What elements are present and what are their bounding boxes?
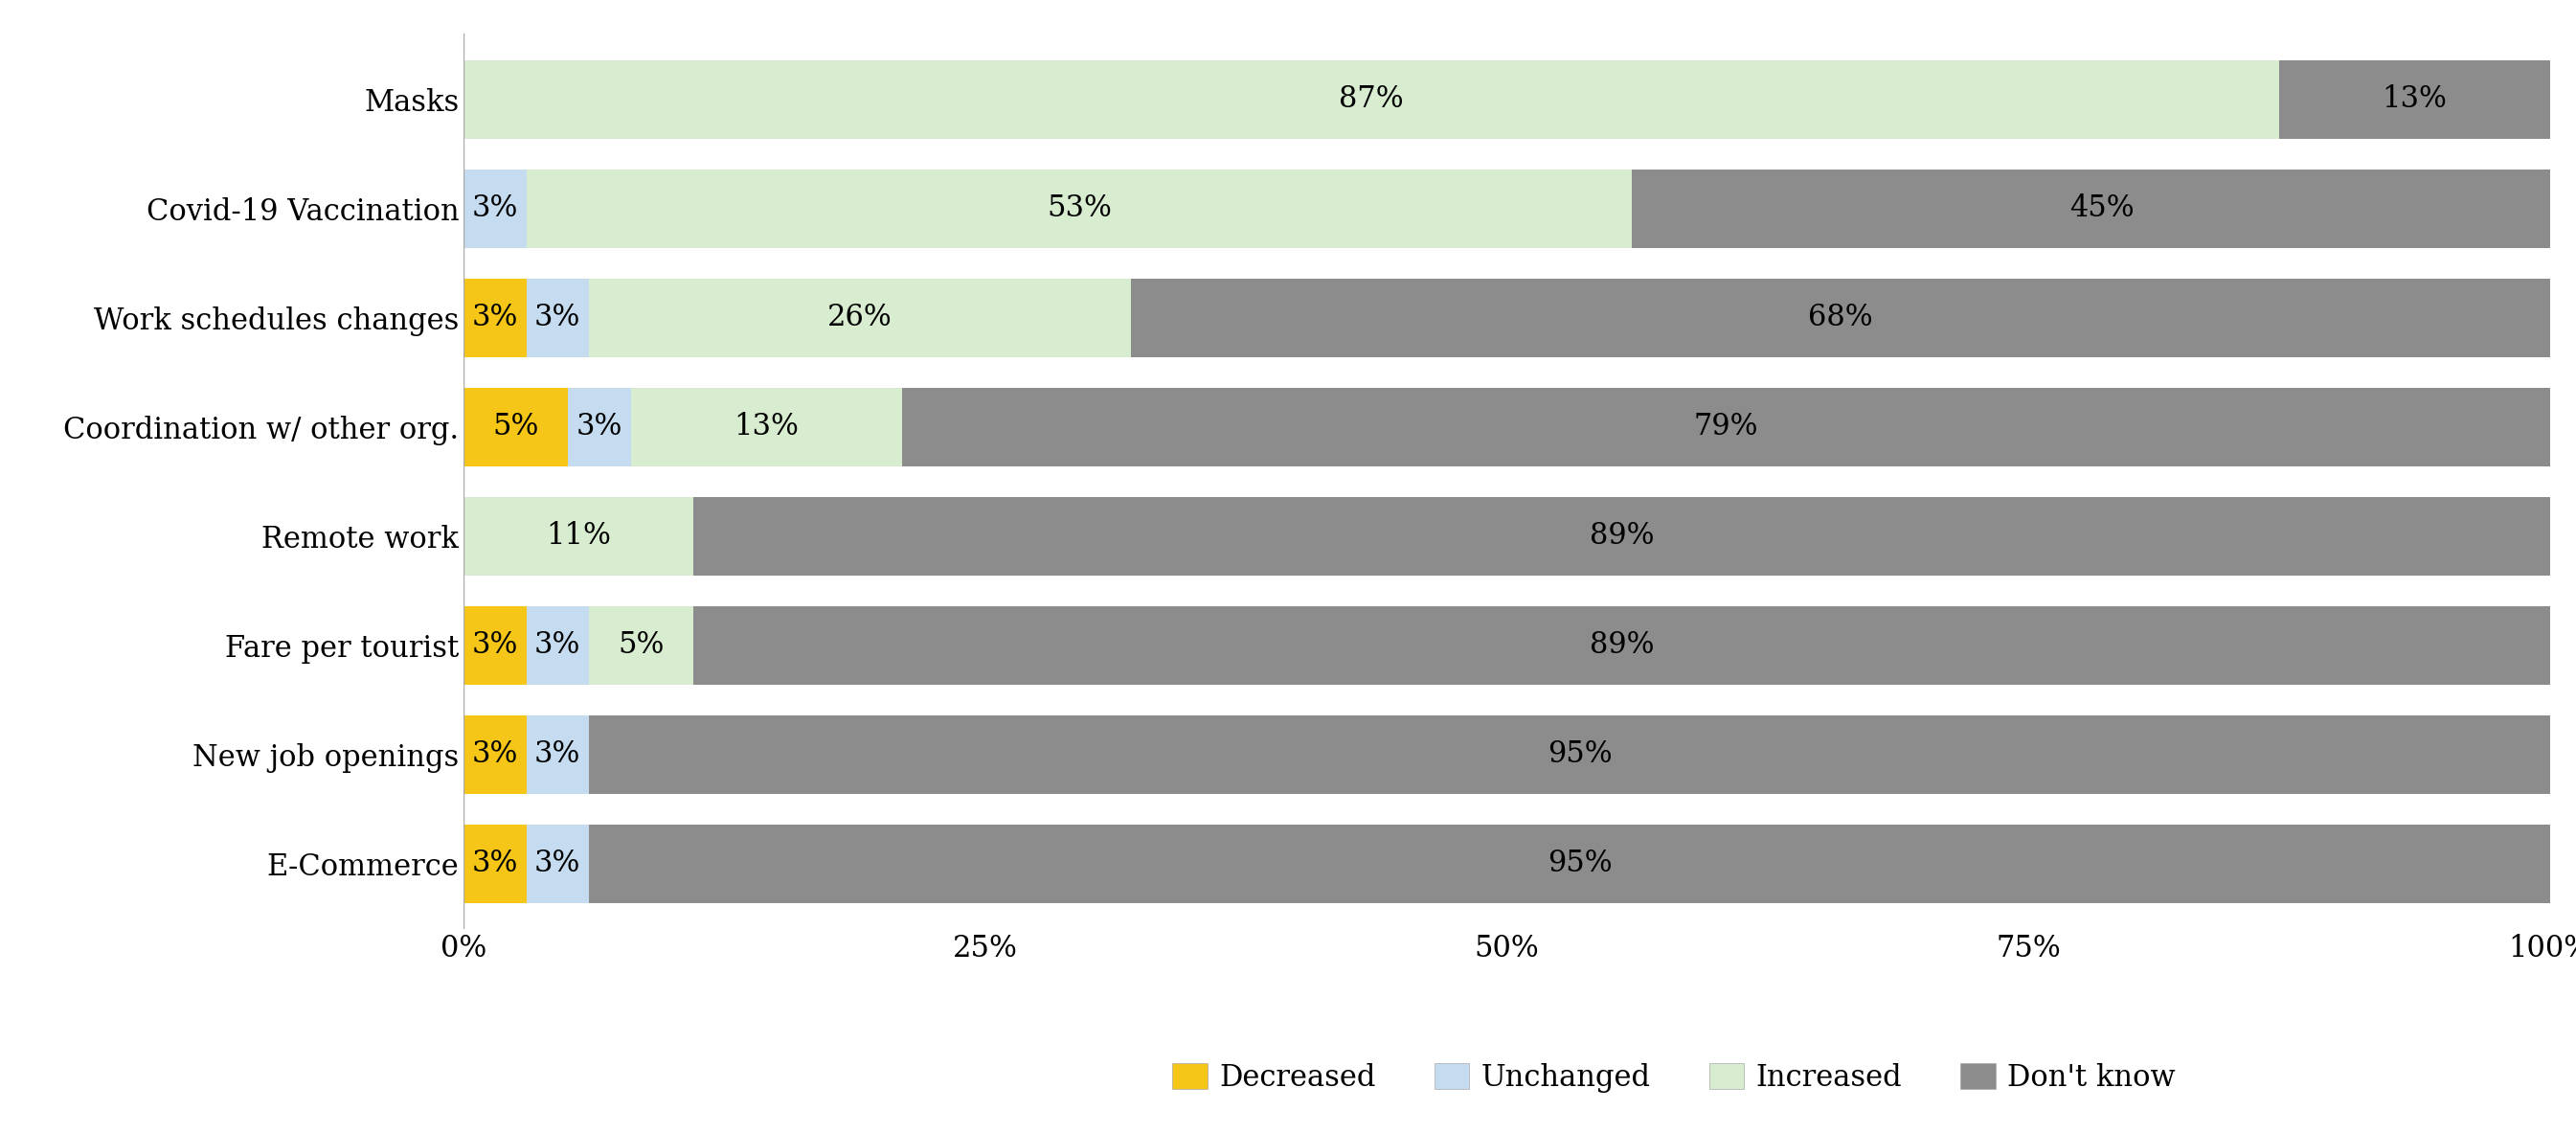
Bar [902,387,2550,467]
Bar [1131,279,2550,357]
Bar [464,825,526,903]
Bar [526,715,590,794]
Text: 3%: 3% [533,630,580,661]
Text: 3%: 3% [471,303,518,333]
Text: 95%: 95% [1548,740,1613,769]
Text: 3%: 3% [533,740,580,769]
Text: 3%: 3% [471,194,518,223]
Bar [590,825,2571,903]
Bar [526,825,590,903]
Bar [526,279,590,357]
Bar [526,169,1633,248]
Text: 3%: 3% [533,849,580,878]
Text: 68%: 68% [1808,303,1873,333]
Text: 3%: 3% [471,740,518,769]
Bar [464,715,526,794]
Text: 13%: 13% [734,412,799,442]
Legend: Decreased, Unchanged, Increased, Don't know: Decreased, Unchanged, Increased, Don't k… [1162,1051,2187,1105]
Text: 89%: 89% [1589,521,1654,551]
Text: 79%: 79% [1695,412,1759,442]
Text: 11%: 11% [546,521,611,551]
Text: 3%: 3% [577,412,623,442]
Bar [590,606,693,684]
Bar [464,387,567,467]
Text: 45%: 45% [2069,194,2133,223]
Bar [590,279,1131,357]
Text: 13%: 13% [2383,85,2447,114]
Text: 89%: 89% [1589,630,1654,661]
Bar [464,606,526,684]
Bar [464,60,2280,138]
Text: 53%: 53% [1046,194,1113,223]
Text: 95%: 95% [1548,849,1613,878]
Bar [1633,169,2571,248]
Bar [464,496,693,576]
Bar [590,715,2571,794]
Bar [693,606,2550,684]
Bar [567,387,631,467]
Text: 87%: 87% [1340,85,1404,114]
Text: 3%: 3% [533,303,580,333]
Bar [464,279,526,357]
Text: 3%: 3% [471,630,518,661]
Text: 26%: 26% [827,303,891,333]
Bar [631,387,902,467]
Bar [464,169,526,248]
Text: 5%: 5% [492,412,538,442]
Bar [693,496,2550,576]
Bar [526,606,590,684]
Bar [2280,60,2550,138]
Text: 5%: 5% [618,630,665,661]
Text: 3%: 3% [471,849,518,878]
